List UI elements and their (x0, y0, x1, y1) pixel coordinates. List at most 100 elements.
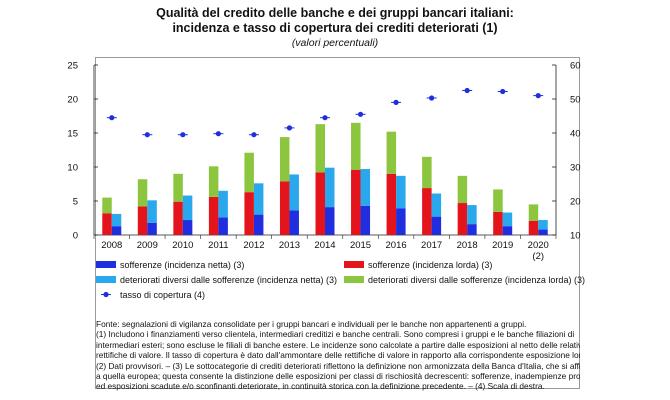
bar-sofferenze-netta (431, 216, 442, 235)
x-tick-label: 2013 (279, 240, 300, 251)
right-tick-label: 10 (570, 231, 581, 242)
bar-sofferenze-lorda (528, 220, 539, 235)
bar-sofferenze-netta (111, 226, 122, 235)
x-tick-label: 2010 (172, 240, 193, 251)
bar-altri-deteriorati-lorda (457, 175, 468, 204)
x-tick-label: 2018 (457, 240, 478, 251)
right-tick-label: 40 (570, 129, 581, 140)
right-tick-label: 50 (570, 95, 581, 106)
bar-sofferenze-lorda (386, 173, 397, 235)
left-tick-label: 15 (67, 129, 78, 140)
bar-altri-deteriorati-netta (325, 167, 335, 208)
coverage-rate-marker (180, 132, 186, 138)
legend-label: sofferenze (incidenza lorda) (3) (368, 260, 492, 270)
legend-label: deteriorati diversi dalle sofferenze (in… (120, 275, 337, 285)
x-tick-label: 2017 (421, 240, 442, 251)
x-tick-label: 2020 (528, 240, 549, 251)
x-tick-label: 2008 (101, 240, 122, 251)
right-tick-label: 20 (570, 197, 581, 208)
chart-title-line1: Qualità del credito delle banche e dei g… (156, 6, 514, 20)
bar-sofferenze-lorda (315, 172, 325, 235)
coverage-rate-marker (215, 131, 221, 137)
chart-subtitle: (valori percentuali) (291, 37, 379, 49)
left-tick-label: 5 (73, 197, 78, 208)
coverage-rate-marker (357, 111, 364, 117)
left-tick-label: 20 (67, 95, 78, 106)
bar-altri-deteriorati-netta (431, 193, 442, 217)
note-line: rettifiche di valore. Il tasso di copert… (96, 350, 580, 361)
bar-altri-deteriorati-lorda (351, 122, 361, 170)
bar-altri-deteriorati-lorda (315, 124, 325, 173)
coverage-rate-marker (251, 132, 257, 138)
bar-sofferenze-lorda (208, 196, 219, 235)
bar-sofferenze-netta (182, 220, 193, 235)
chart-frame (95, 57, 580, 389)
bar-sofferenze-lorda (102, 213, 112, 235)
x-tick-label: 2011 (208, 240, 228, 251)
bar-altri-deteriorati-lorda (244, 152, 254, 193)
chart-bars (102, 122, 548, 235)
bar-sofferenze-lorda (493, 211, 503, 235)
bar-altri-deteriorati-lorda (102, 197, 112, 214)
coverage-rate-marker (286, 125, 293, 131)
bar-altri-deteriorati-netta (218, 190, 228, 218)
coverage-rate-marker (500, 88, 506, 95)
bar-sofferenze-netta (538, 229, 548, 235)
coverage-rate-marker (535, 93, 541, 99)
coverage-rate-marker (393, 99, 399, 105)
bar-altri-deteriorati-lorda (422, 156, 432, 189)
bar-altri-deteriorati-lorda (173, 173, 183, 202)
x-tick-label: 2009 (137, 240, 158, 251)
coverage-rate-marker (144, 132, 150, 138)
left-tick-label: 0 (73, 231, 78, 242)
note-line: (2) Dati provvisori. – (3) Le sottocateg… (96, 360, 580, 371)
legend-swatch (96, 276, 116, 283)
bar-altri-deteriorati-lorda (137, 179, 148, 207)
bar-sofferenze-netta (218, 217, 228, 235)
note-line: Fonte: segnalazioni di vigilanza consoli… (96, 319, 527, 329)
note-line: intermediari esteri; sono escluse le fil… (96, 339, 580, 350)
chart-notes: Fonte: segnalazioni di vigilanza consoli… (96, 319, 580, 392)
bar-altri-deteriorati-netta (111, 213, 122, 227)
coverage-rate-marker (464, 87, 470, 94)
bar-sofferenze-lorda (422, 188, 432, 235)
bar-sofferenze-lorda (244, 192, 254, 235)
x-tick-label: 2016 (386, 240, 407, 251)
bar-altri-deteriorati-lorda (528, 204, 539, 221)
bar-sofferenze-netta (396, 208, 406, 235)
chart-title-line2: incidenza e tasso di copertura dei credi… (172, 21, 498, 35)
bar-sofferenze-netta (325, 207, 335, 235)
bar-sofferenze-lorda (457, 203, 468, 235)
chart-legend: sofferenze (incidenza netta) (3) sofferen… (96, 260, 585, 300)
note-line: a quella europea; questa consente la dis… (96, 371, 580, 382)
legend-label: deteriorati diversi dalle sofferenze (in… (368, 275, 585, 285)
legend-swatch (344, 261, 364, 268)
note-line: ed esposizioni scadute e/o sconfinanti d… (96, 381, 545, 392)
bar-altri-deteriorati-lorda (493, 189, 503, 212)
bar-sofferenze-lorda (137, 206, 148, 235)
coverage-rate-marker (429, 95, 435, 101)
bar-altri-deteriorati-netta (147, 200, 157, 223)
bar-sofferenze-lorda (279, 181, 290, 235)
chart-points (106, 87, 544, 138)
bar-altri-deteriorati-netta (253, 183, 264, 215)
x-tick-sublabel: (2) (532, 251, 544, 262)
note-line: (1) Includono i finanziamenti verso clie… (96, 329, 575, 340)
x-tick-label: 2015 (350, 240, 371, 251)
coverage-rate-marker (322, 115, 328, 121)
bar-sofferenze-lorda (173, 201, 183, 235)
x-tick-labels: 2008 2009 2010 2011 2012 2013 2014 2015 2016 2017… (101, 240, 549, 262)
right-tick-label: 60 (570, 61, 581, 72)
bar-altri-deteriorati-lorda (208, 166, 219, 197)
bar-altri-deteriorati-netta (467, 205, 477, 225)
legend-label: tasso di copertura (4) (120, 290, 205, 300)
bar-sofferenze-netta (502, 226, 513, 235)
bar-sofferenze-lorda (351, 169, 361, 235)
bar-sofferenze-netta (360, 205, 371, 235)
bar-sofferenze-netta (147, 222, 157, 235)
left-tick-label: 25 (67, 61, 78, 72)
bar-altri-deteriorati-netta (538, 220, 548, 230)
x-tick-label: 2019 (492, 240, 513, 251)
right-tick-label: 30 (570, 163, 581, 174)
